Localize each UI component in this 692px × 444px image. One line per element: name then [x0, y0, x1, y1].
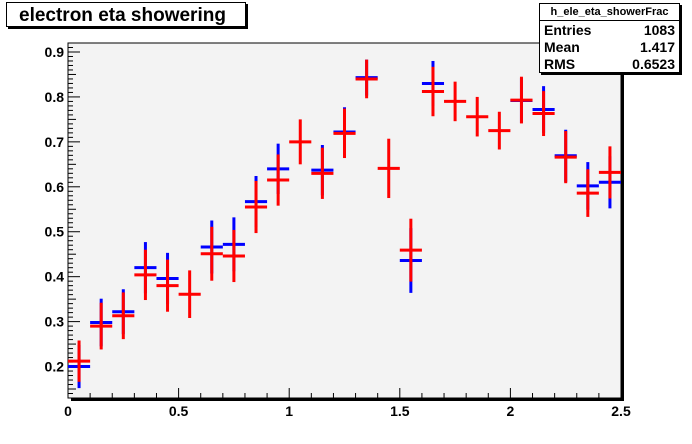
stats-mean-value: 1.417 [639, 39, 675, 55]
data-point-s1 [598, 146, 621, 199]
data-point-s1 [532, 91, 555, 137]
y-tick-label: 0.8 [45, 89, 65, 105]
x-tick-label: 2.5 [611, 403, 631, 419]
data-point-s1 [355, 59, 378, 99]
stats-mean-label: Mean [544, 39, 580, 55]
data-point-s1 [289, 119, 312, 165]
data-point-s1 [444, 81, 467, 122]
data-point-s1 [134, 249, 157, 301]
y-tick-label: 0.9 [45, 44, 65, 60]
x-tick-label: 2 [507, 403, 515, 419]
x-tick-label: 1 [285, 403, 293, 419]
data-point-s1 [399, 218, 422, 282]
stats-box: h_ele_eta_showerFrac Entries 1083 Mean 1… [539, 3, 680, 73]
data-point-s1 [311, 147, 334, 199]
chart-title: electron eta showering [19, 5, 226, 26]
y-tick-label: 0.3 [45, 314, 65, 330]
data-point-s1 [244, 180, 268, 234]
data-point-s1 [576, 169, 599, 217]
stats-entries-label: Entries [544, 22, 592, 38]
x-tick-label: 1.5 [390, 403, 410, 419]
chart-title-box: electron eta showering [6, 2, 246, 27]
stats-entries-value: 1083 [643, 22, 675, 38]
data-point-s1 [510, 76, 533, 124]
stats-row-entries: Entries 1083 [544, 22, 675, 39]
y-tick-label: 0.2 [45, 359, 65, 375]
data-point-s1 [267, 154, 290, 206]
stats-rms-value: 0.6523 [632, 56, 675, 72]
data-point-s1 [554, 131, 577, 184]
x-tick-label: 0.5 [169, 403, 189, 419]
data-point-s1 [178, 270, 201, 319]
data-points [68, 59, 621, 389]
data-point-s1 [200, 226, 223, 281]
data-point-s1 [466, 96, 489, 137]
stats-histogram-name: h_ele_eta_showerFrac [540, 4, 679, 21]
data-point-s1 [222, 229, 245, 283]
y-tick-label: 0.6 [45, 179, 65, 195]
stats-rms-label: RMS [544, 56, 576, 72]
data-point-s1 [488, 111, 511, 150]
x-tick-label: 0 [64, 403, 72, 419]
y-tick-label: 0.4 [45, 269, 65, 285]
data-point-s1 [68, 340, 91, 382]
plot-area [67, 42, 622, 399]
data-point-s1 [156, 259, 179, 312]
stats-row-rms: RMS 0.6523 [544, 56, 675, 73]
y-tick-label: 0.5 [45, 224, 65, 240]
data-point-s1 [421, 66, 445, 117]
data-point-s1 [333, 108, 356, 159]
data-point-s1 [112, 292, 135, 340]
axes: 0 0.5 1 1.5 2 2.5 0.2 0.3 0.4 0.5 0.6 0.7 0.8 0.9 [45, 42, 631, 419]
data-point-s1 [377, 138, 400, 199]
y-tick-label: 0.7 [45, 134, 65, 150]
data-point-s1 [90, 302, 113, 350]
stats-row-mean: Mean 1.417 [544, 39, 675, 56]
